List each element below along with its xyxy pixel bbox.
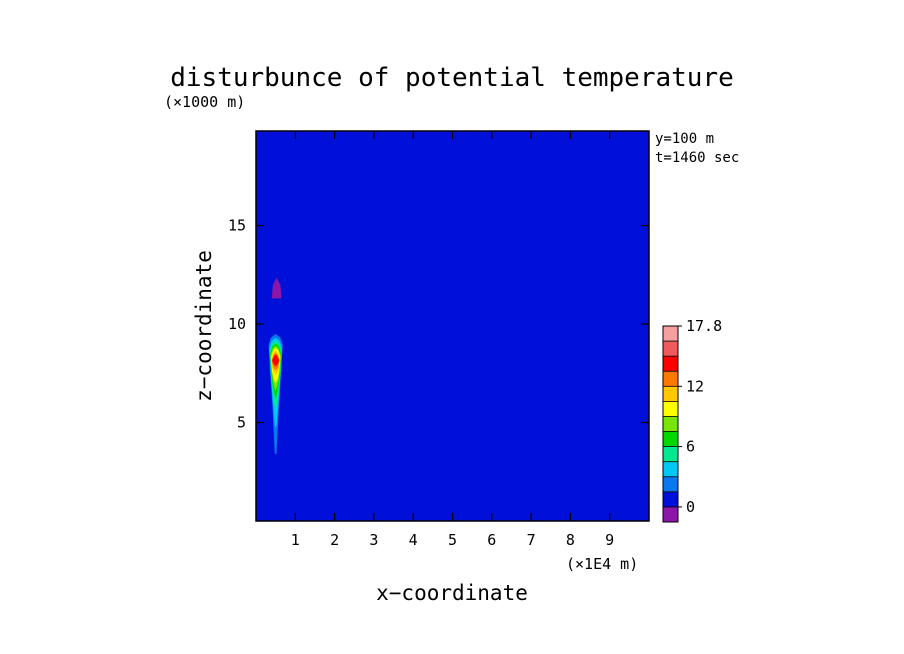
y-axis-ticks: 5 10 15 <box>228 217 649 432</box>
colorbar-swatch <box>663 341 678 357</box>
y-tick-label: 5 <box>237 414 246 432</box>
y-tick-label: 15 <box>228 217 246 235</box>
x-tick-label: 3 <box>369 531 378 549</box>
x-tick-label: 1 <box>291 531 300 549</box>
annotation-y: y=100 m <box>655 131 714 147</box>
x-tick-label: 8 <box>566 531 575 549</box>
region-top-left-light-patch <box>256 131 280 163</box>
x-unit-label: (×1E4 m) <box>566 555 638 573</box>
y-unit-label: (×1000 m) <box>164 93 245 111</box>
plot-area: 1 2 3 4 5 6 7 8 9 5 10 15 <box>228 130 650 549</box>
region-plume-13.5 <box>272 354 280 367</box>
colorbar-swatch <box>663 461 678 477</box>
colorbar-frame <box>662 325 679 523</box>
colorbar-swatch <box>663 356 678 372</box>
region-cap-top <box>271 277 282 299</box>
colorbar-swatch <box>663 416 678 432</box>
colorbar-swatch <box>663 446 678 462</box>
colorbar-tick-label: 17.8 <box>686 317 722 335</box>
x-axis-ticks: 1 2 3 4 5 6 7 8 9 <box>291 131 614 549</box>
x-tick-label: 7 <box>527 531 536 549</box>
colorbar-swatch <box>663 371 678 387</box>
x-tick-label: 9 <box>605 531 614 549</box>
annotation-t: t=1460 sec <box>655 150 739 166</box>
colorbar-swatch <box>663 326 678 342</box>
region-upper-light-layer <box>269 131 649 325</box>
x-tick-label: 5 <box>448 531 457 549</box>
colorbar-swatch <box>663 506 678 522</box>
x-tick-label: 2 <box>330 531 339 549</box>
y-axis-label: z−coordinate <box>192 250 216 402</box>
colorbar-swatch <box>663 386 678 402</box>
colorbar-swatch <box>663 476 678 492</box>
colorbar-swatch <box>663 401 678 417</box>
colorbar-swatch <box>663 431 678 447</box>
x-tick-label: 6 <box>487 531 496 549</box>
chart-title: disturbunce of potential temperature <box>170 63 734 93</box>
y-tick-label: 10 <box>228 315 246 333</box>
colorbar-tick-label: 12 <box>686 377 704 395</box>
contour-regions <box>256 131 649 506</box>
colorbar-swatch <box>663 491 678 507</box>
colorbar: 0 6 12 17.8 <box>662 317 722 523</box>
x-axis-label: x−coordinate <box>376 581 528 605</box>
colorbar-tick-label: 6 <box>686 438 695 456</box>
colorbar-tick-label: 0 <box>686 498 695 516</box>
x-tick-label: 4 <box>409 531 418 549</box>
